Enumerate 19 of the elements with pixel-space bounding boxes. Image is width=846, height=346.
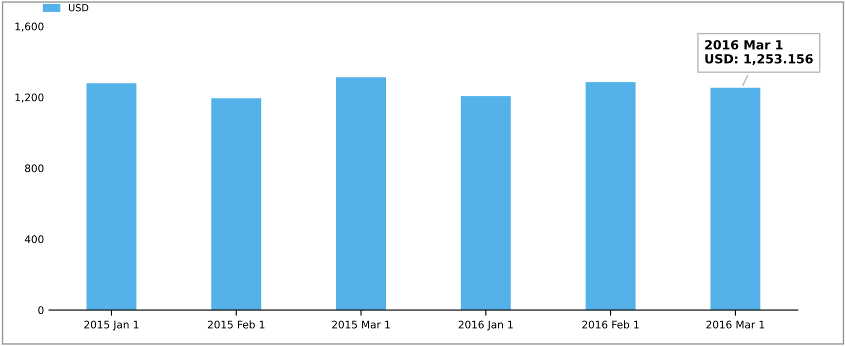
x-tick-label: 2015 Feb 1	[208, 320, 264, 328]
legend-label: USD	[68, 4, 88, 12]
bar	[710, 88, 760, 310]
bar	[211, 98, 262, 310]
y-tick-label: 800	[25, 164, 44, 172]
x-tick-label: 2016 Jan 1	[458, 320, 513, 330]
x-tick-label: 2016 Feb 1	[582, 320, 639, 328]
y-tick-label: 1,200	[16, 93, 44, 102]
x-tick-label: 2016 Mar 1	[706, 320, 764, 328]
x-tick-label: 2015 Mar 1	[332, 320, 390, 328]
bar	[86, 83, 136, 310]
x-tick-label: 2015 Jan 1	[84, 320, 138, 330]
bar	[336, 77, 386, 310]
y-tick-label: 1,600	[16, 22, 44, 32]
y-tick-label: 0	[38, 306, 44, 314]
bar	[460, 96, 511, 310]
annotation: 2016 Mar 1 USD: 1,253.156	[705, 40, 813, 66]
y-tick-label: 400	[24, 235, 44, 244]
bar	[586, 82, 636, 310]
